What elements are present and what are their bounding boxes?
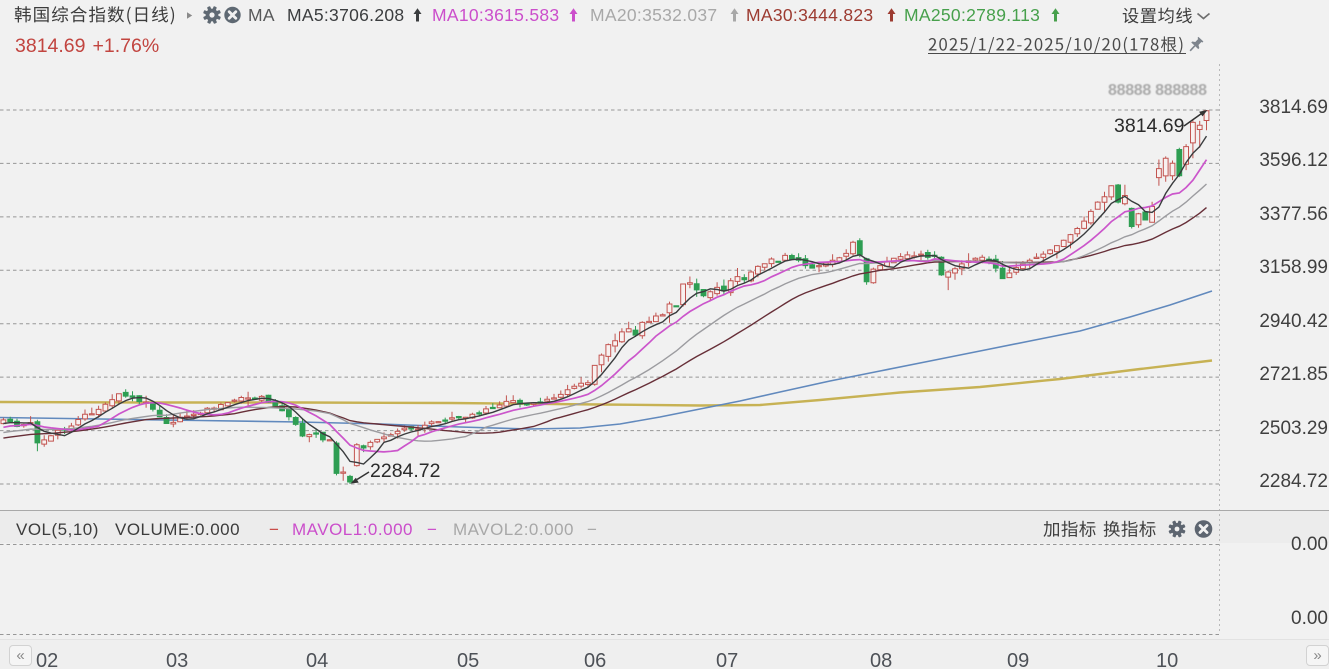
- svg-text:88888 888888: 88888 888888: [1108, 82, 1207, 99]
